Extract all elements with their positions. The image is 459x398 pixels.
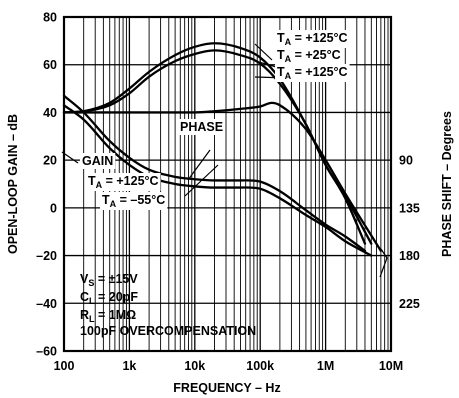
x-tick-label: 100: [54, 359, 75, 373]
annotation-label: TA = +25°C: [275, 47, 343, 65]
annotation-label: TA = –55°C: [100, 192, 168, 210]
y2-tick-label: 90: [399, 154, 413, 168]
annotation-background: [80, 153, 116, 169]
annotation-background: [275, 47, 343, 65]
series-line: [62, 104, 373, 257]
svg-text:TA = +125°C: TA = +125°C: [88, 174, 159, 190]
annotation-text: R: [80, 308, 89, 322]
annotation-leader-line: [184, 164, 219, 197]
svg-text:GAIN: GAIN: [82, 154, 113, 168]
annotation-text: = –55°C: [116, 193, 165, 207]
annotation-text: = +125°C: [291, 31, 347, 45]
series-line: [62, 49, 373, 245]
annotation-text: = ±15V: [94, 272, 138, 286]
annotation-text: = 20pF: [95, 290, 139, 304]
annotation-text: V: [80, 272, 89, 286]
y-tick-label: –20: [36, 249, 57, 263]
annotation-leader-line: [187, 149, 211, 181]
annotation-background: [86, 173, 161, 191]
annotation-text: 100pF OVERCOMPENSATION: [80, 324, 256, 338]
annotation-label: TA = +125°C: [86, 173, 161, 191]
y2-tick-label: 225: [399, 297, 420, 311]
x-tick-label: 10M: [379, 359, 403, 373]
y-tick-label: –40: [36, 297, 57, 311]
tick-labels: 100 1k 10k 100k 1M 10M 80 60 40 20 0 –20 –40 –60 90 135…: [36, 11, 420, 374]
annotation-label: TA = +125°C: [275, 30, 350, 48]
series-line: [62, 94, 367, 252]
annotations: TA = +125°CTA = +25°CTA = +125°CPHASEGAI…: [80, 30, 350, 338]
svg-text:CL = 20pF: CL = 20pF: [80, 290, 138, 306]
annotation-text: PHASE: [180, 120, 223, 134]
svg-text:TA = +125°C: TA = +125°C: [277, 31, 348, 47]
leader-lines: [61, 43, 388, 278]
annotation-background: [100, 192, 168, 210]
annotation-leader-line: [254, 43, 273, 61]
svg-text:TA = –55°C: TA = –55°C: [102, 193, 165, 209]
annotation-text: T: [277, 31, 285, 45]
annotation-text: T: [88, 174, 96, 188]
plot-frame: [62, 15, 393, 353]
annotation-label: 100pF OVERCOMPENSATION: [80, 324, 256, 338]
svg-text:VS = ±15V: VS = ±15V: [80, 272, 138, 288]
y-tick-label: –60: [36, 345, 57, 359]
annotation-background: [275, 30, 350, 48]
annotation-subscript: L: [89, 314, 95, 324]
grid: [63, 16, 391, 352]
annotation-subscript: A: [285, 37, 292, 47]
annotation-text: = +25°C: [291, 48, 340, 62]
x-tick-label: 1M: [317, 359, 334, 373]
annotation-subscript: A: [110, 199, 117, 209]
annotation-subscript: A: [96, 180, 103, 190]
y2-axis-title: PHASE SHIFT – Degrees: [440, 111, 454, 257]
y-tick-label: 60: [43, 58, 57, 72]
x-tick-label: 1k: [122, 359, 136, 373]
annotation-text: T: [277, 48, 285, 62]
annotation-label: PHASE: [178, 119, 226, 135]
y-tick-label: 80: [43, 11, 57, 25]
y-tick-label: 0: [50, 201, 57, 215]
svg-text:TA = +125°C: TA = +125°C: [277, 65, 348, 81]
annotation-leader-line: [61, 151, 79, 164]
svg-text:PHASE: PHASE: [180, 120, 223, 134]
annotation-label: GAIN: [80, 153, 116, 169]
annotation-label: CL = 20pF: [80, 290, 138, 306]
svg-text:TA = +25°C: TA = +25°C: [277, 48, 341, 64]
annotation-leader-line: [380, 248, 388, 259]
svg-text:RL = 1MΩ: RL = 1MΩ: [80, 308, 136, 324]
annotation-text: = +125°C: [291, 65, 347, 79]
x-axis-title: FREQUENCY – Hz: [173, 381, 280, 395]
annotation-text: C: [80, 290, 89, 304]
annotation-text: = +125°C: [102, 174, 158, 188]
annotation-text: T: [277, 65, 285, 79]
annotation-background: [178, 119, 226, 135]
annotation-text: T: [102, 193, 110, 207]
y2-tick-label: 135: [399, 201, 420, 215]
annotation-subscript: A: [285, 71, 292, 81]
svg-text:100pF OVERCOMPENSATION: 100pF OVERCOMPENSATION: [80, 324, 256, 338]
series-line: [62, 101, 383, 252]
annotation-text: = 1MΩ: [95, 308, 137, 322]
annotation-text: GAIN: [82, 154, 113, 168]
annotation-label: VS = ±15V: [80, 272, 138, 288]
annotation-subscript: A: [285, 54, 292, 64]
annotation-label: TA = +125°C: [275, 64, 350, 82]
annotation-background: [275, 64, 350, 82]
x-tick-label: 100k: [246, 359, 274, 373]
y-axis-title: OPEN-LOOP GAIN – dB: [6, 114, 20, 254]
annotation-subscript: S: [88, 278, 94, 288]
series-layer: [62, 42, 383, 257]
annotation-leader-line: [379, 257, 388, 278]
x-tick-label: 10k: [184, 359, 205, 373]
annotation-label: RL = 1MΩ: [80, 308, 136, 324]
annotation-subscript: L: [89, 296, 95, 306]
y-tick-label: 40: [43, 106, 57, 120]
y-tick-label: 20: [43, 154, 57, 168]
y2-tick-label: 180: [399, 249, 420, 263]
